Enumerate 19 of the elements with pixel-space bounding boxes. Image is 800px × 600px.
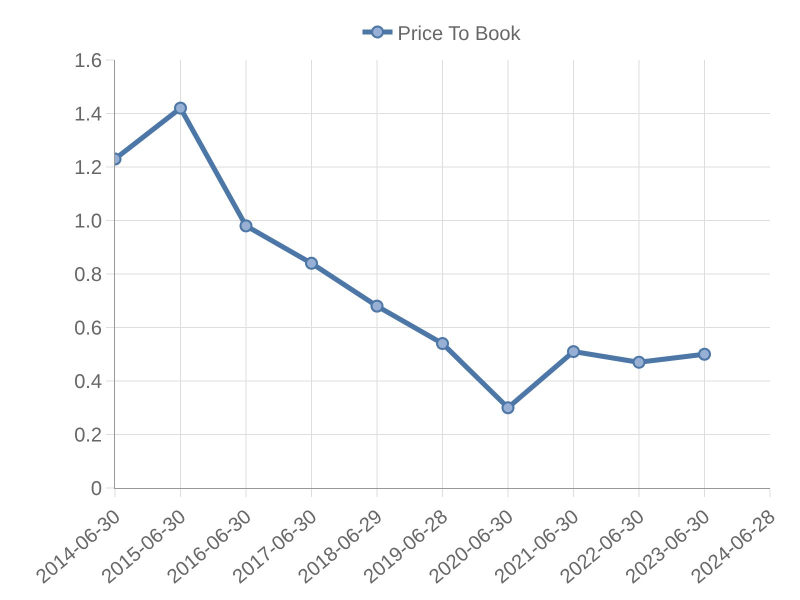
point xyxy=(502,401,514,414)
y-tick-label: 1.4 xyxy=(74,104,102,126)
point xyxy=(698,348,711,361)
point xyxy=(174,102,187,115)
y-tick-label: 1.2 xyxy=(74,157,102,179)
point xyxy=(370,300,384,313)
y-tick-label: 1.6 xyxy=(74,50,102,72)
point xyxy=(305,256,318,270)
y-tick-label: 0.4 xyxy=(74,371,102,393)
y-tick-label: 0.6 xyxy=(74,318,102,340)
point xyxy=(240,219,252,232)
legend-label: Price To Book xyxy=(398,22,522,45)
y-tick-label: 0.8 xyxy=(74,264,102,286)
y-tick-label: 0 xyxy=(90,478,102,500)
point xyxy=(567,345,580,358)
y-tick-label: 0.2 xyxy=(74,424,102,446)
point xyxy=(436,337,449,350)
y-tick-label: 1.0 xyxy=(74,210,102,232)
point xyxy=(632,356,646,369)
